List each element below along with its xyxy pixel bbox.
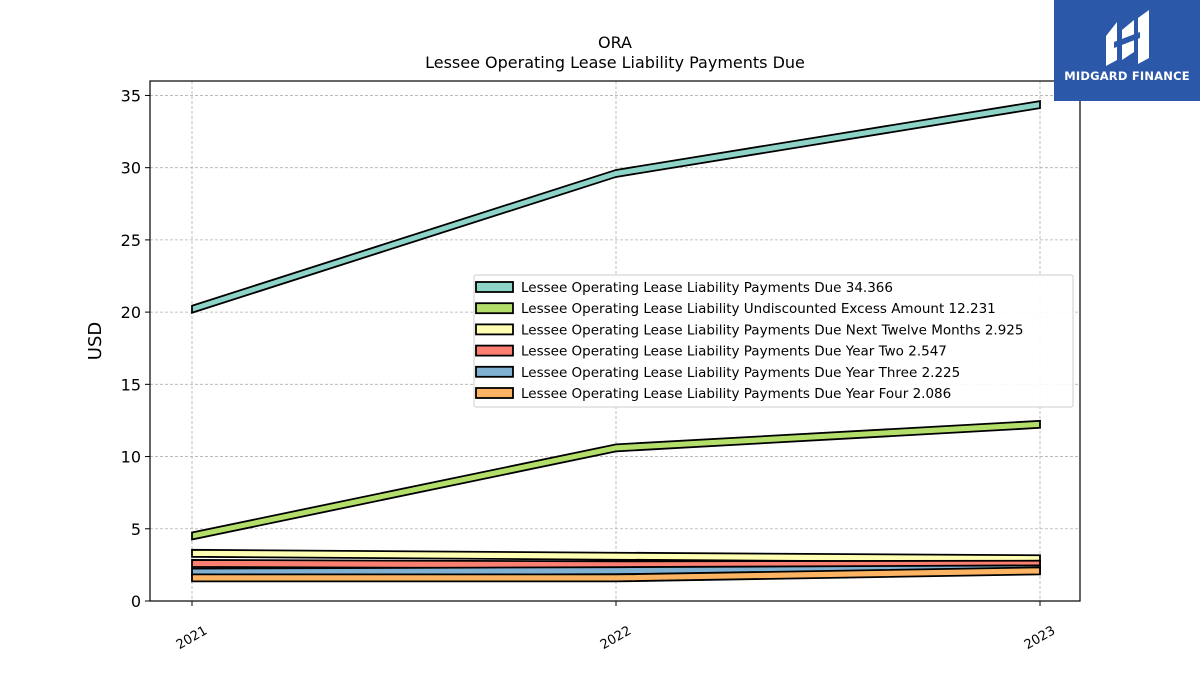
series-group <box>191 100 1041 583</box>
legend-label: Lessee Operating Lease Liability Undisco… <box>521 301 996 317</box>
plot-frame <box>149 80 1081 602</box>
legend-label: Lessee Operating Lease Liability Payment… <box>521 322 1023 338</box>
legend-swatch <box>475 302 514 315</box>
chart-title: ORA <box>598 33 632 52</box>
legend-swatch <box>475 323 514 336</box>
y-tick-label: 20 <box>121 303 141 322</box>
y-tick-label: 30 <box>121 159 141 178</box>
legend-label: Lessee Operating Lease Liability Payment… <box>521 365 960 381</box>
legend-swatch <box>475 281 514 293</box>
y-axis-label: USD <box>85 322 106 360</box>
y-tick-label: 35 <box>121 86 141 105</box>
y-tick-label: 5 <box>131 520 141 539</box>
midgard-finance-logo: MIDGARD FINANCE <box>1054 0 1200 101</box>
logo-mark-icon <box>1106 10 1149 66</box>
y-tick-label: 0 <box>131 592 141 611</box>
legend-swatch <box>475 387 514 399</box>
logo-text: MIDGARD FINANCE <box>1064 69 1190 83</box>
x-tick-label: 2022 <box>598 623 634 653</box>
y-tick-label: 15 <box>121 375 141 394</box>
chart-subtitle: Lessee Operating Lease Liability Payment… <box>425 53 805 72</box>
grid <box>150 81 1080 601</box>
legend-label: Lessee Operating Lease Liability Payment… <box>521 280 893 296</box>
series-band <box>191 419 1041 541</box>
series-band <box>191 100 1041 314</box>
legend-swatch <box>475 344 514 357</box>
legend-box <box>473 274 1074 408</box>
legend-label: Lessee Operating Lease Liability Payment… <box>521 344 947 360</box>
series-band <box>191 566 1041 583</box>
legend: Lessee Operating Lease Liability Payment… <box>473 274 1074 408</box>
legend-swatch <box>475 365 514 378</box>
y-tick-label: 10 <box>121 448 141 467</box>
x-tick-label: 2021 <box>174 623 210 653</box>
y-tick-label: 25 <box>121 231 141 250</box>
x-tick-label: 2023 <box>1022 623 1058 653</box>
legend-label: Lessee Operating Lease Liability Payment… <box>521 386 951 402</box>
